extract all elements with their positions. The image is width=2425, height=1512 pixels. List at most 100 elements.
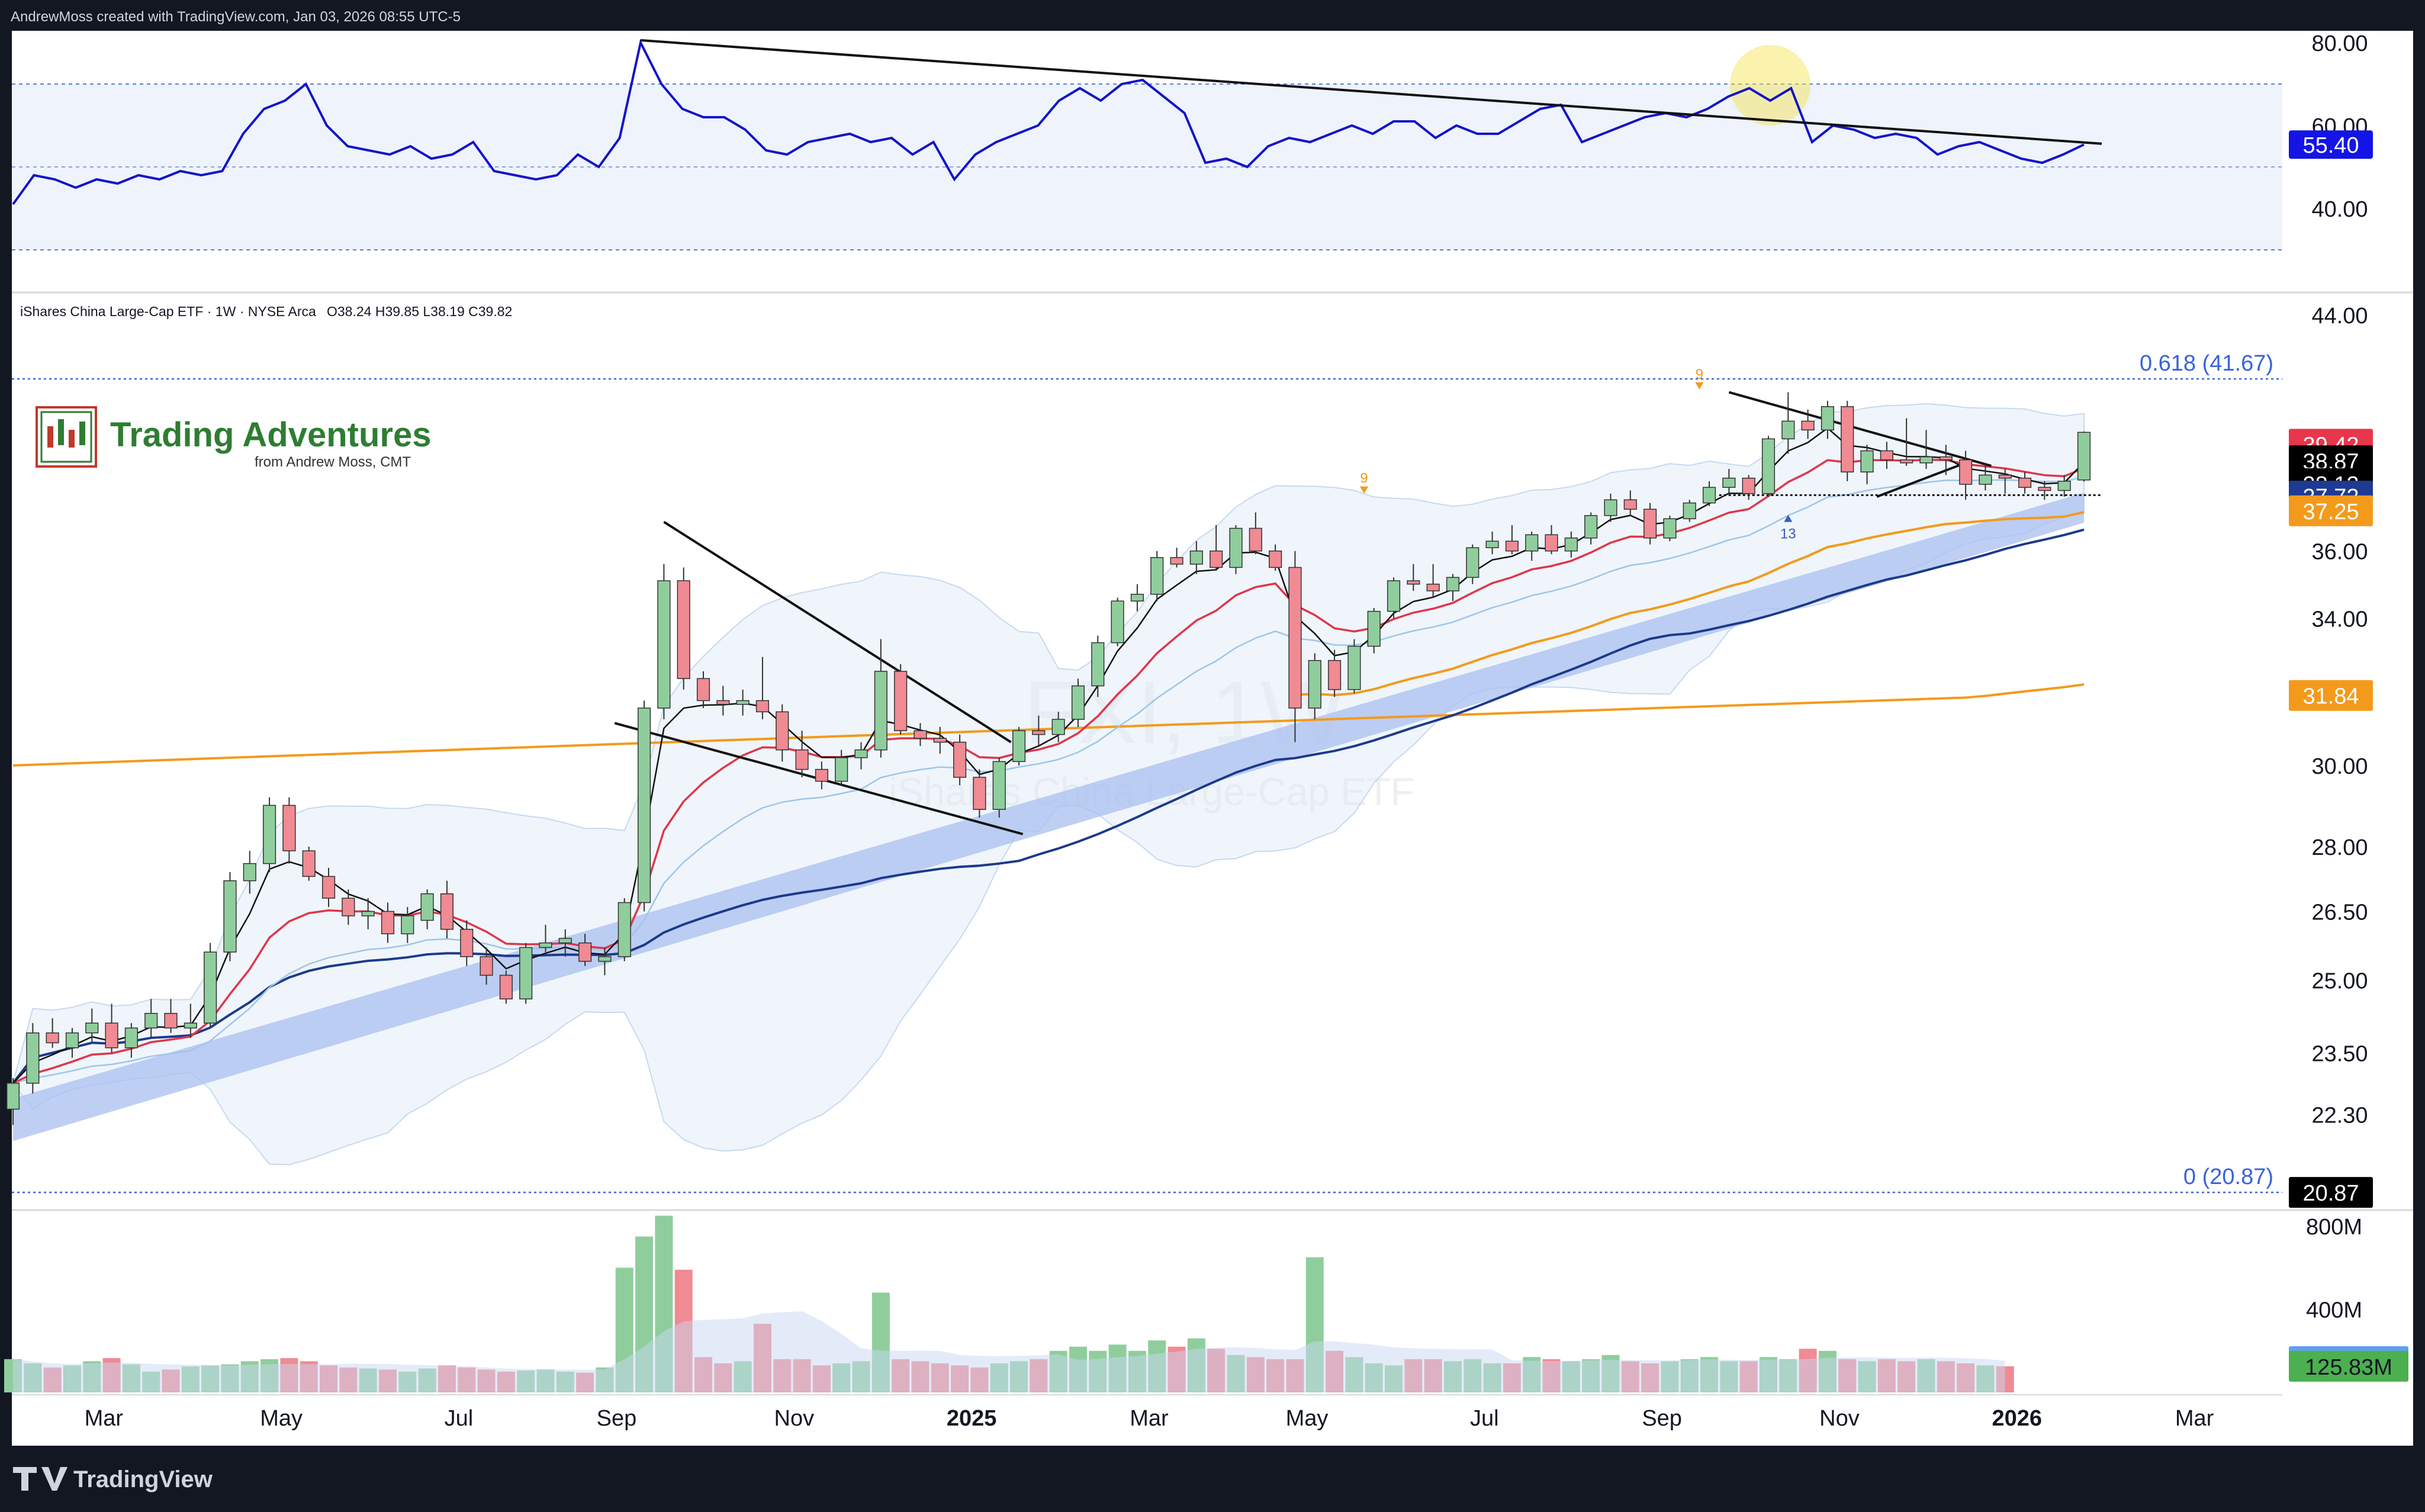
candle [1604, 493, 1617, 522]
candle [1347, 639, 1361, 693]
rsi-highlight-circle [1730, 45, 1810, 126]
time-tick-label: Sep [597, 1406, 637, 1431]
candle-body [1150, 557, 1164, 595]
price-panel: iShares China Large-Cap ETF · 1W · NYSE … [6, 304, 2373, 1208]
ema-30-line [1295, 511, 2085, 697]
candle [1111, 597, 1124, 646]
fibonacci-levels[interactable]: 0.618 (41.67) 0 (20.87) [12, 351, 2282, 1193]
candle [1919, 430, 1933, 469]
volume-ma-area [13, 1311, 2005, 1392]
candle [1466, 544, 1480, 584]
candle [321, 867, 336, 908]
candle [1939, 445, 1953, 475]
ema-10-line [12, 459, 2085, 1085]
candle [164, 999, 178, 1033]
candle-body [144, 1012, 158, 1029]
candle [1189, 541, 1203, 574]
price-tick-label: 23.50 [2311, 1041, 2368, 1066]
candle-body [480, 956, 493, 976]
candle-body [460, 928, 474, 957]
candle-body [420, 893, 434, 921]
candle-body [1032, 730, 1046, 735]
candle [677, 567, 690, 690]
candle [637, 700, 651, 912]
candle-body [1880, 450, 1893, 461]
td-arrow-icon [1784, 514, 1793, 522]
time-axis[interactable]: Mar May Jul Sep Nov 2025 Mar May Jul Sep Nov 2026 Ma… [12, 1394, 2282, 1431]
price-tick-label: 34.00 [2311, 607, 2368, 632]
candle [282, 797, 296, 864]
candle [223, 872, 237, 961]
candle-body [321, 876, 336, 899]
drawn-trendline[interactable] [663, 520, 1012, 744]
candle [460, 920, 474, 966]
candle-body [1722, 477, 1736, 488]
candle [1644, 503, 1657, 545]
candle [381, 902, 395, 943]
candle [598, 947, 612, 976]
candle [1623, 490, 1637, 516]
candle [835, 749, 848, 786]
price-tick-label: 36.00 [2311, 540, 2368, 565]
candle-body [992, 761, 1006, 810]
candle-body [342, 897, 355, 916]
candle [144, 999, 158, 1038]
time-tick-label: May [260, 1406, 303, 1431]
candle [124, 1023, 138, 1058]
candle [1979, 462, 1992, 491]
time-tick-label: Jul [445, 1406, 474, 1431]
candle-body [1012, 730, 1026, 763]
candle [1288, 551, 1302, 742]
candle-body [1644, 509, 1657, 539]
drawn-trendline[interactable] [1876, 461, 1966, 498]
volume-panel: 800M 400M 147.91M125.83M [4, 1215, 2408, 1392]
volume-tick-label: 400M [2306, 1298, 2362, 1323]
candle [1505, 525, 1519, 555]
time-tick-label: Sep [1642, 1406, 1682, 1431]
candle-body [282, 805, 296, 851]
candle-body [1821, 406, 1834, 431]
candle-body [223, 880, 237, 953]
candle-body [46, 1032, 59, 1044]
time-tick-label: 2025 [947, 1406, 997, 1431]
candle [46, 1018, 59, 1048]
time-tick-label: 2026 [1992, 1406, 2043, 1431]
candle [1150, 551, 1164, 601]
ema-20-line [12, 476, 2085, 1084]
candle-body [164, 1012, 178, 1029]
candle-body [381, 911, 395, 935]
candle [440, 880, 454, 939]
price-label-text: 20.87 [2302, 1181, 2359, 1206]
candle-body [105, 1022, 118, 1048]
candle [1308, 653, 1321, 720]
candle [795, 731, 809, 777]
candle-body [1525, 534, 1539, 552]
tradingview-footer[interactable]: TradingView [0, 1446, 2425, 1512]
rsi-last-value-label: 55.40 [2302, 133, 2359, 158]
candle-body [1249, 527, 1262, 552]
candle-body [1170, 557, 1183, 565]
logo-candle-icon [79, 422, 85, 445]
ma-200-line [12, 683, 2085, 767]
candle-body [1683, 502, 1696, 519]
candle-body [2018, 477, 2032, 488]
candle-body [1841, 406, 1854, 473]
rsi-trendline[interactable] [640, 39, 2102, 145]
candle [1170, 548, 1183, 568]
candle-body [1111, 600, 1124, 644]
candle [1032, 715, 1046, 747]
candle [1130, 584, 1144, 612]
volume-tick-label: 800M [2306, 1215, 2362, 1240]
candle [2077, 431, 2091, 482]
candle [992, 757, 1006, 818]
candle-body [914, 730, 927, 739]
candle [1545, 525, 1558, 555]
price-label-text: 37.25 [2302, 500, 2359, 525]
candle [716, 686, 730, 716]
candle-body [1860, 450, 1874, 473]
drawn-trendline[interactable] [1728, 391, 1992, 467]
candle [736, 689, 750, 716]
td-arrow-icon [1360, 486, 1369, 494]
candle-body [302, 850, 316, 877]
